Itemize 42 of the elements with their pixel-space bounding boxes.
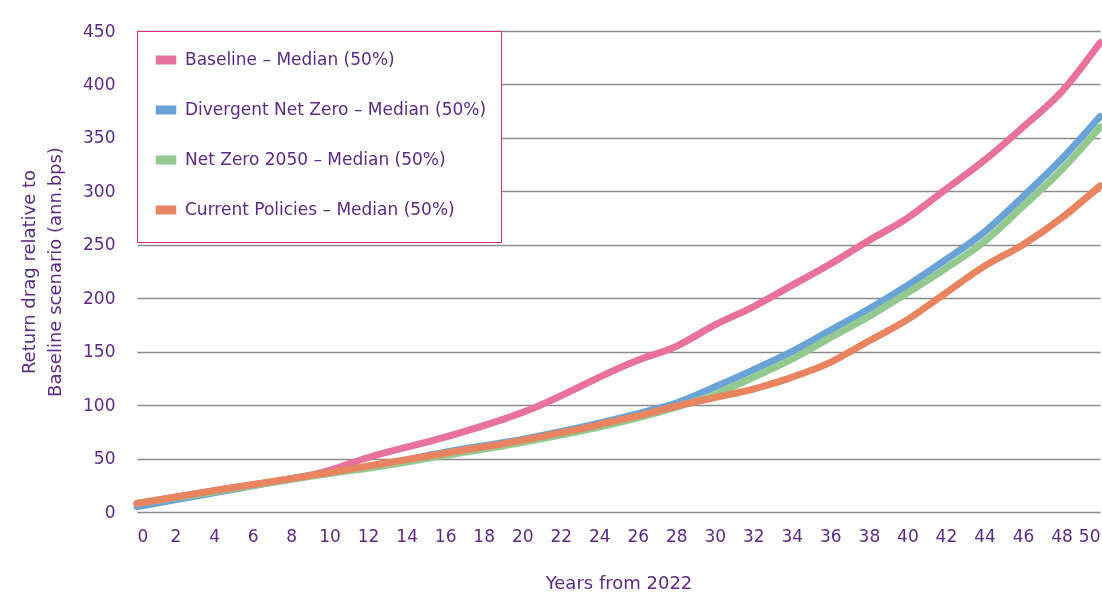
- x-tick-label: 40: [897, 525, 919, 546]
- x-tick-label: 10: [319, 525, 341, 546]
- legend-label: Baseline – Median (50%): [185, 49, 395, 69]
- x-tick-label: 14: [396, 525, 418, 546]
- y-tick-label: 150: [83, 341, 116, 362]
- x-tick-label: 0: [137, 525, 149, 546]
- y-axis-title: Return drag relative to Baseline scenario (ann.bps): [18, 147, 66, 397]
- x-tick-label: 48: [1051, 525, 1073, 546]
- y-tick-label: 250: [83, 234, 116, 255]
- x-tick-label: 22: [550, 525, 573, 546]
- legend-label: Divergent Net Zero – Median (50%): [185, 99, 487, 119]
- x-tick-label: 4: [209, 525, 220, 546]
- x-tick-label: 44: [974, 525, 996, 546]
- x-tick-label: 16: [434, 525, 457, 546]
- y-tick-label: 0: [104, 501, 116, 522]
- x-tick-label: 28: [665, 525, 688, 546]
- legend-label: Current Policies – Median (50%): [185, 199, 455, 219]
- y-tick-label: 450: [83, 20, 116, 41]
- y-tick-label: 350: [83, 127, 116, 148]
- y-tick-label: 200: [83, 287, 116, 308]
- x-tick-label: 36: [820, 525, 842, 546]
- x-tick-label: 6: [247, 525, 259, 546]
- y-tick-label: 400: [83, 73, 116, 94]
- x-tick-label: 30: [704, 525, 727, 546]
- x-tick-label: 24: [588, 525, 611, 546]
- x-tick-label: 50: [1078, 525, 1101, 546]
- y-tick-label: 50: [93, 448, 116, 469]
- x-tick-label: 18: [473, 525, 495, 546]
- x-tick-label: 34: [781, 525, 804, 546]
- x-tick-label: 42: [935, 525, 958, 546]
- x-tick-label: 32: [743, 525, 765, 546]
- x-axis-title: Years from 2022: [544, 571, 693, 593]
- x-tick-label: 8: [286, 525, 297, 546]
- x-tick-label: 38: [858, 525, 881, 546]
- x-tick-label: 26: [627, 525, 650, 546]
- y-tick-label: 300: [83, 180, 116, 201]
- legend-label: Net Zero 2050 – Median (50%): [185, 149, 446, 169]
- x-tick-label: 2: [170, 525, 182, 546]
- y-tick-label: 100: [83, 394, 116, 415]
- x-tick-label: 20: [511, 525, 534, 546]
- x-tick-label: 12: [357, 525, 380, 546]
- x-tick-label: 46: [1012, 525, 1035, 546]
